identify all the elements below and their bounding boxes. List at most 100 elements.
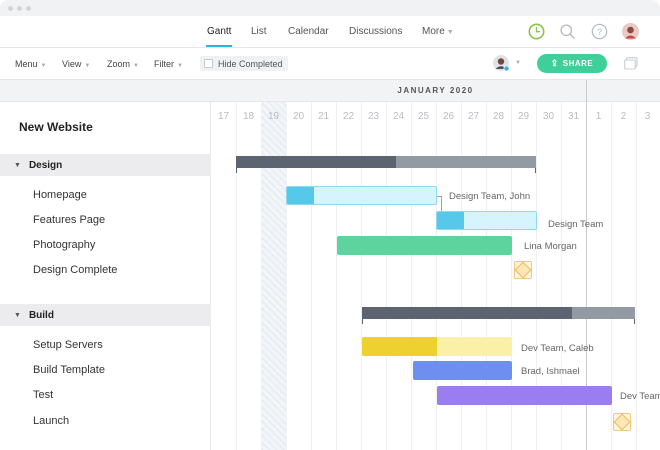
collaborator-avatar[interactable] [492,54,510,72]
chevron-down-icon: ▼ [177,63,183,69]
task-bar-features-page[interactable] [436,211,537,230]
day-label: 24 [392,111,405,122]
task-bar-homepage[interactable] [286,186,437,205]
task-name-homepage[interactable]: Homepage [33,189,87,201]
task-bar-test[interactable] [437,386,612,405]
project-title[interactable]: New Website [19,120,93,134]
task-assignee: Design Team [548,219,604,230]
section-build[interactable]: ▼ Build [0,304,211,326]
day-label: 28 [492,111,505,122]
task-name-design-complete[interactable]: Design Complete [33,264,118,276]
task-name-setup-servers[interactable]: Setup Servers [33,339,103,351]
zoom-label: Zoom [107,59,131,69]
day-label: 3 [644,111,651,122]
task-bar-photography[interactable] [337,236,512,255]
summary-progress-fill [362,307,572,319]
day-label: 20 [292,111,305,122]
day-gridline [611,102,612,450]
task-assignee: Lina Morgan [524,241,577,252]
day-gridline [261,102,262,450]
summary-progress-fill [236,156,396,168]
menu-label: Menu [15,59,38,69]
day-gridline [536,102,537,450]
window-dot [8,6,13,11]
hide-completed-label: Hide Completed [218,58,283,69]
section-summary-bar[interactable] [362,307,635,319]
dependency-connector [437,196,442,197]
day-gridline [436,102,437,450]
tab-calendar[interactable]: Calendar [288,26,329,37]
task-assignee: Dev Team [620,391,660,402]
collapse-triangle-icon[interactable]: ▼ [14,311,21,319]
gantt-toolbar: Menu ▼ View ▼ Zoom ▼ Filter ▼ Hide Completed… [0,48,660,80]
hide-completed-checkbox[interactable] [204,59,213,68]
day-label: 19 [267,111,280,122]
day-label: 25 [417,111,430,122]
day-gridline [311,102,312,450]
svg-text:?: ? [597,27,602,37]
day-label: 31 [567,111,580,122]
task-name-test[interactable]: Test [33,389,54,401]
task-name-photography[interactable]: Photography [33,239,96,251]
chevron-down-icon: ▼ [133,63,139,69]
clock-icon[interactable] [528,23,545,40]
day-label: 1 [595,111,602,122]
title-bar [0,0,660,16]
task-list-header [0,80,211,102]
active-tab-indicator [206,45,232,47]
day-label: 21 [317,111,330,122]
chevron-down-icon: ▼ [446,29,454,36]
filter-dropdown[interactable]: Filter ▼ [154,59,183,69]
day-label: 22 [342,111,355,122]
day-label: 18 [242,111,255,122]
task-name-build-template[interactable]: Build Template [33,364,105,376]
day-gridline [361,102,362,450]
chevron-down-icon: ▼ [40,63,47,69]
share-button[interactable]: ⇪ SHARE [537,54,607,73]
tab-list[interactable]: List [251,26,267,37]
section-summary-bar[interactable] [236,156,536,168]
day-gridline [461,102,462,450]
day-gridline [386,102,387,450]
task-assignee: Brad, Ishmael [521,366,580,377]
day-gridline [236,102,237,450]
summary-bracket [362,319,363,324]
task-bar-setup-servers[interactable] [362,337,512,356]
task-name-launch[interactable]: Launch [33,415,70,427]
hide-completed-toggle[interactable]: Hide Completed [200,56,288,71]
summary-bracket [236,168,237,173]
help-icon[interactable]: ? [591,23,608,40]
month-header: JANUARY 2020 [211,80,660,102]
search-icon[interactable] [559,23,576,40]
fullscreen-icon[interactable] [624,57,638,70]
task-bar-build-template[interactable] [413,361,512,380]
collapse-triangle-icon[interactable]: ▼ [14,161,21,169]
task-progress-fill [437,212,464,229]
summary-bracket [535,168,536,173]
zoom-dropdown[interactable]: Zoom ▼ [107,59,139,69]
day-label: 23 [367,111,380,122]
menu-dropdown[interactable]: Menu ▼ [15,59,46,69]
tab-discussions[interactable]: Discussions [349,26,403,37]
share-icon: ⇪ [550,58,559,68]
section-design[interactable]: ▼ Design [0,154,211,176]
day-gridline [511,102,512,450]
chevron-down-icon[interactable]: ▼ [515,60,521,66]
tab-more[interactable]: More ▼ [422,26,454,37]
user-avatar[interactable] [622,23,639,40]
task-list-panel: New Website ▼ Design Homepage Features P… [0,80,211,450]
task-assignee: Dev Team, Caleb [521,343,594,354]
day-label: 17 [217,111,230,122]
section-label: Build [28,309,54,321]
day-gridline [411,102,412,450]
gantt-chart: JANUARY 2020 17 18 19 20 21 22 23 24 25 … [211,80,660,450]
filter-label: Filter [154,59,174,69]
day-label: 2 [620,111,627,122]
section-label: Design [28,159,63,171]
tab-gantt[interactable]: Gantt [207,26,232,37]
summary-bracket [634,319,635,324]
view-dropdown[interactable]: View ▼ [62,59,90,69]
task-name-features-page[interactable]: Features Page [33,214,106,226]
day-gridline [636,102,637,450]
